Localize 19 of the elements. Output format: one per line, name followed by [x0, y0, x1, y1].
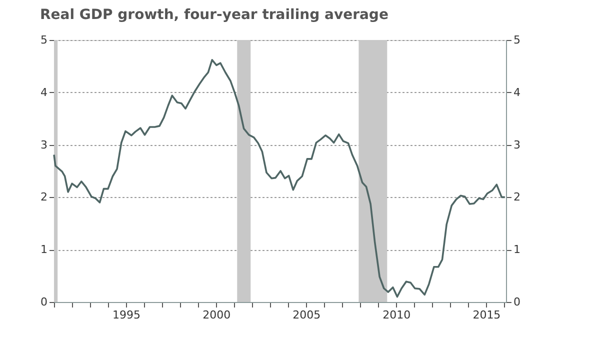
chart-title: Real GDP growth, four-year trailing average	[40, 7, 388, 23]
y2-tick-label: 1	[514, 243, 520, 256]
y-tick-label: 3	[40, 138, 48, 152]
y2-tick-label: 5	[514, 34, 520, 46]
y-tick-label: 5	[40, 34, 48, 46]
y-tick-label: 4	[40, 86, 48, 99]
x-tick-label: 2010	[382, 308, 411, 322]
y-tick-label: 2	[40, 190, 48, 204]
x-tick-label: 2005	[292, 308, 321, 322]
x-tick-label: 2000	[202, 308, 231, 322]
y-tick-label: 0	[40, 296, 48, 308]
line-series	[53, 59, 506, 298]
y2-tick-label: 2	[514, 190, 520, 204]
y2-tick-label: 3	[514, 138, 520, 152]
y2-tick-label: 0	[514, 296, 520, 308]
y-tick-label: 1	[40, 243, 48, 256]
y2-tick-label: 4	[514, 86, 520, 99]
x-tick-label: 2015	[472, 308, 501, 322]
x-tick-label: 1995	[112, 308, 141, 322]
